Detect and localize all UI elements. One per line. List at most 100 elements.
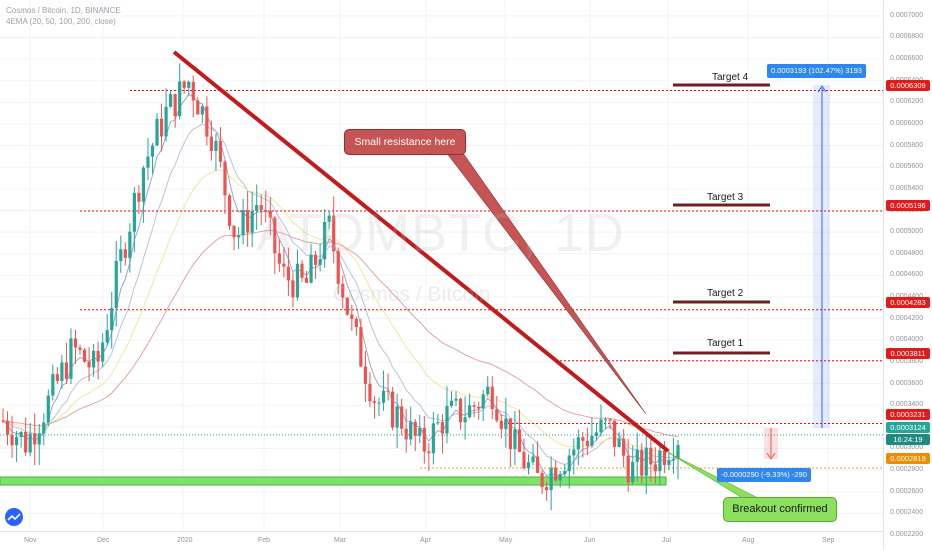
price-tick-label: 0.0003400 <box>890 401 924 409</box>
candle-body <box>327 215 331 222</box>
candle-body <box>558 474 562 481</box>
candle-body <box>676 445 680 460</box>
candle-body <box>64 362 69 379</box>
candle-body <box>119 249 123 261</box>
candle-body <box>214 140 218 151</box>
candle-body <box>454 398 458 401</box>
candle-body <box>69 338 73 379</box>
candle-body <box>332 215 336 252</box>
candle-body <box>563 471 567 475</box>
candle-body <box>477 406 481 409</box>
candle-body <box>359 326 363 367</box>
target-3-label: Target 3 <box>707 192 744 203</box>
candle-body <box>114 260 118 309</box>
candle-body <box>96 350 100 362</box>
candle-body <box>178 81 182 117</box>
candle-body <box>481 394 485 409</box>
candle-body <box>236 235 241 238</box>
candle-body <box>640 449 644 476</box>
price-tick-label: 0.0005800 <box>890 141 924 149</box>
candle-body <box>323 221 327 260</box>
candle-body <box>409 421 413 440</box>
time-tick-label: Jun <box>584 537 596 544</box>
price-tick-label: 0.0006800 <box>890 33 924 41</box>
measure-up-label: 0.0003193 (102.47%) 3193 <box>767 64 866 78</box>
price-tick-label: 0.0005600 <box>890 163 924 171</box>
candle-body <box>304 277 309 283</box>
measure-down-label: -0.0000290 (-9.33%) -290 <box>717 468 811 482</box>
candles <box>1 63 680 511</box>
candle-body <box>354 318 358 327</box>
candle-body <box>671 459 676 461</box>
candle-body <box>372 401 377 403</box>
candle-body <box>576 437 580 450</box>
candle-body <box>78 347 82 350</box>
legend-symbol: Cosmos / Bitcoin, 1D, BINANCE <box>6 6 121 15</box>
candle-body <box>182 81 186 88</box>
candle-body <box>295 263 300 298</box>
candle-body <box>277 253 281 264</box>
candle-body <box>440 422 445 434</box>
candle-body <box>246 210 250 233</box>
candle-body <box>653 464 657 472</box>
watermark-symbol: ATOMBTC, 1D <box>256 203 626 263</box>
price-tick-label: 0.0004200 <box>890 314 924 322</box>
candle-body <box>255 205 259 211</box>
measure-down-head <box>766 452 776 460</box>
time-tick-label: Sep <box>822 537 835 544</box>
candle-body <box>431 423 435 454</box>
candle-body <box>486 386 490 395</box>
candle-body <box>128 231 132 258</box>
candle-body <box>200 106 204 115</box>
candle-body <box>468 405 472 418</box>
candle-body <box>549 467 553 491</box>
candle-body <box>345 297 349 315</box>
time-tick-label: Aug <box>742 537 755 544</box>
candle-body <box>531 456 535 463</box>
candle-body <box>572 449 576 456</box>
candle-body <box>241 210 245 236</box>
candle-body <box>436 422 440 424</box>
candle-body <box>110 308 114 331</box>
price-tick-label: 0.0003600 <box>890 379 924 387</box>
candle-body <box>205 106 209 137</box>
ema-line <box>2 169 679 454</box>
price-tag-last: 0.0003124 <box>886 422 930 433</box>
candle-body <box>209 136 213 151</box>
candle-body <box>227 195 232 226</box>
candle-body <box>608 419 612 421</box>
time-tick-label: Mar <box>334 537 347 544</box>
breakout-callout: Breakout confirmed <box>723 497 837 522</box>
candle-body <box>87 361 91 368</box>
price-tick-label: 0.0006000 <box>890 119 924 127</box>
price-chart[interactable] <box>0 0 883 531</box>
candle-body <box>458 398 463 423</box>
time-tick-label: 2020 <box>177 537 193 544</box>
legend-indicator: 4EMA (20, 50, 100, 200, close) <box>6 17 116 26</box>
candle-body <box>291 280 295 298</box>
countdown-tag: 16:24:19 <box>886 434 930 445</box>
candle-body <box>445 405 449 434</box>
candle-body <box>10 434 14 446</box>
candle-body <box>495 409 499 421</box>
time-axis[interactable]: Nov Dec 2020 Feb Mar Apr May Jun Jul Aug Sep <box>0 531 883 551</box>
price-tag-target-2: 0.0004283 <box>886 297 930 308</box>
candle-body <box>413 421 417 436</box>
candle-body <box>24 432 28 453</box>
candle-body <box>422 427 426 452</box>
candle-body <box>400 406 404 429</box>
candle-body <box>644 447 648 476</box>
tradingview-logo[interactable] <box>5 508 23 526</box>
candle-body <box>173 94 177 117</box>
candle-body <box>37 433 41 445</box>
candle-body <box>599 419 603 433</box>
candle-body <box>146 156 150 168</box>
candle-body <box>567 455 571 472</box>
candle-body <box>667 460 671 465</box>
candle-body <box>318 259 322 265</box>
candle-body <box>622 438 626 456</box>
price-tick-label: 0.0005400 <box>890 184 924 192</box>
candle-body <box>51 374 55 396</box>
candle-body <box>309 254 313 283</box>
candle-body <box>286 266 291 281</box>
